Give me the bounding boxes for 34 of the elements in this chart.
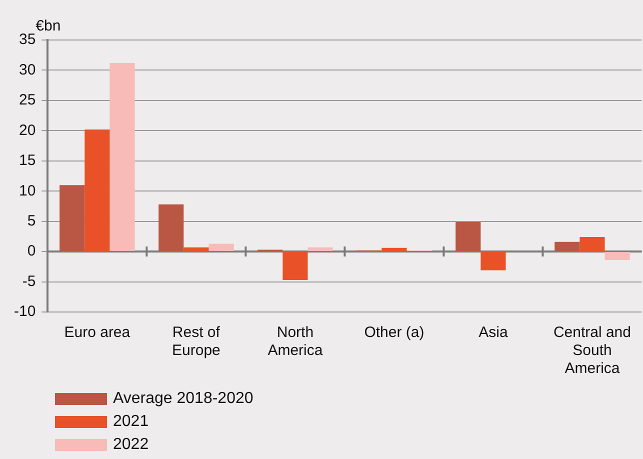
- y-tick-label: 5: [27, 212, 36, 230]
- y-tick-label: -5: [22, 272, 36, 290]
- x-tick-label: Asia: [478, 324, 508, 342]
- y-tick-label: -10: [14, 303, 36, 320]
- x-tick-label: Other (a): [364, 324, 424, 342]
- bar: [456, 222, 481, 252]
- y-tick-label: 10: [18, 182, 36, 200]
- y-tick-label: 20: [18, 122, 36, 139]
- bar: [604, 252, 630, 260]
- bar: [480, 252, 506, 270]
- bar: [208, 244, 234, 252]
- legend-label: 2021: [113, 413, 149, 431]
- bar: [282, 252, 308, 280]
- y-tick-label: 15: [18, 152, 36, 170]
- bar: [554, 242, 580, 252]
- bar: [60, 185, 85, 252]
- legend-label: 2022: [113, 436, 149, 454]
- bar: [184, 247, 209, 252]
- y-tick-label: 35: [18, 31, 36, 48]
- y-axis-title: €bn: [36, 18, 61, 35]
- x-tick-label: Euro area: [64, 324, 131, 342]
- x-tick-label: Rest of Europe: [172, 324, 221, 360]
- bar: [158, 204, 184, 252]
- x-tick-label: North America: [268, 324, 324, 360]
- bar: [84, 129, 110, 252]
- bar: [308, 247, 333, 252]
- y-tick-label: 25: [18, 92, 36, 109]
- y-tick-label: 0: [27, 242, 36, 260]
- x-tick-label: Central and South America: [553, 324, 632, 378]
- y-tick-label: 30: [18, 61, 36, 78]
- legend-label: Average 2018-2020: [113, 390, 254, 408]
- bar: [382, 248, 407, 252]
- bar: [580, 237, 605, 252]
- bar: [110, 62, 135, 252]
